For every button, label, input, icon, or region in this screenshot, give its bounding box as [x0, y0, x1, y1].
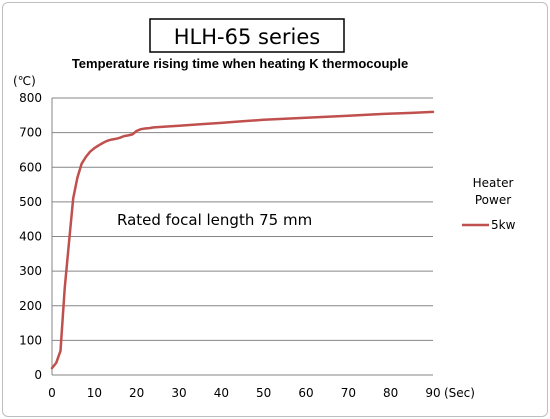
x-tick-label-80: 80 — [383, 386, 398, 400]
chart-annotation: Rated focal length 75 mm — [117, 211, 312, 229]
x-tick-label-20: 20 — [129, 386, 144, 400]
chart-subtitle: Temperature rising time when heating K t… — [72, 56, 408, 71]
grid-lines — [52, 97, 433, 341]
x-tick-label-50: 50 — [256, 386, 271, 400]
x-tick-labels: 0 10 20 30 40 50 60 70 80 90 — [48, 386, 440, 400]
series-line-5kw — [50, 110, 435, 370]
x-tick-label-30: 30 — [171, 386, 186, 400]
y-tick-labels: 0 100 200 300 400 500 600 700 800 — [19, 91, 42, 382]
x-tick-label-70: 70 — [341, 386, 356, 400]
y-tick-label-300: 300 — [19, 264, 42, 278]
y-tick-label-400: 400 — [19, 230, 42, 244]
y-tick-label-600: 600 — [19, 160, 42, 174]
y-tick-label-700: 700 — [19, 126, 42, 140]
y-tick-label-500: 500 — [19, 195, 42, 209]
y-tick-label-200: 200 — [19, 299, 42, 313]
legend-title-line-2: Power — [475, 193, 511, 207]
legend-label-5kw: 5kw — [491, 218, 516, 232]
y-axis-label: (℃) — [13, 74, 36, 88]
chart-title: HLH-65 series — [174, 25, 320, 49]
legend-title-line-1: Heater — [473, 176, 514, 190]
y-tick-label-0: 0 — [34, 368, 42, 382]
x-axis-label: (Sec) — [444, 386, 475, 400]
y-tick-label-800: 800 — [19, 91, 42, 105]
x-tick-label-10: 10 — [87, 386, 102, 400]
x-tick-label-40: 40 — [214, 386, 229, 400]
x-tick-label-0: 0 — [48, 386, 56, 400]
y-tick-label-100: 100 — [19, 333, 42, 347]
title-box — [149, 18, 345, 53]
legend: Heater Power 5kw — [462, 176, 516, 232]
x-tick-label-90: 90 — [425, 386, 440, 400]
x-tick-label-60: 60 — [298, 386, 313, 400]
series-layer — [50, 110, 435, 370]
